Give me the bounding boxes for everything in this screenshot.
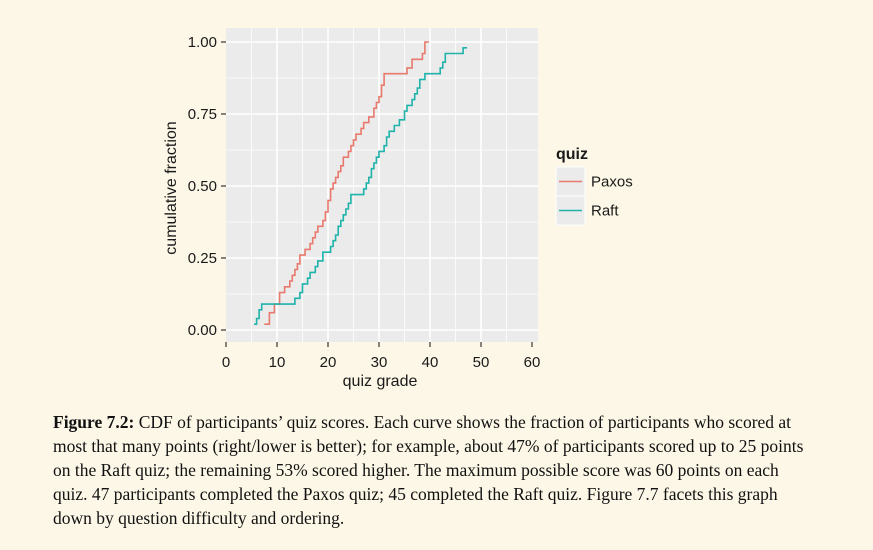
- legend: quiz Paxos Raft: [555, 146, 633, 226]
- y-tick-label: 0.75: [188, 106, 217, 123]
- x-tick-label: 40: [422, 354, 439, 371]
- y-tick-label: 0.00: [188, 322, 217, 339]
- gridlines: [226, 28, 538, 342]
- x-tick-label: 30: [371, 354, 388, 371]
- x-axis-title: quiz grade: [343, 373, 418, 390]
- caption-label: Figure 7.2:: [53, 412, 135, 432]
- x-tick-label: 50: [473, 354, 490, 371]
- x-tick-label: 20: [320, 354, 337, 371]
- series-line-raft: [254, 47, 468, 325]
- plot-panel: [226, 28, 538, 342]
- series-lines: [254, 41, 468, 325]
- x-tick-label: 0: [222, 354, 230, 371]
- y-tick-label: 0.50: [188, 178, 217, 195]
- x-tick-label: 10: [269, 354, 286, 371]
- y-tick-label: 0.25: [188, 250, 217, 267]
- y-axis-title: cumulative fraction: [163, 121, 180, 254]
- series-line-paxos: [264, 41, 429, 325]
- cdf-chart: 0.00 0.25 0.50 0.75 1.00 0 10 20 30 40 50 60 quiz g…: [163, 28, 633, 390]
- legend-title: quiz: [556, 146, 588, 163]
- figure-caption: Figure 7.2: CDF of participants’ quiz sc…: [53, 410, 813, 530]
- y-tick-label: 1.00: [188, 34, 217, 51]
- axes: 0.00 0.25 0.50 0.75 1.00 0 10 20 30 40 50 60: [188, 34, 541, 371]
- legend-label-paxos: Paxos: [591, 174, 633, 191]
- x-tick-label: 60: [524, 354, 541, 371]
- caption-text: CDF of participants’ quiz scores. Each c…: [53, 412, 804, 528]
- legend-label-raft: Raft: [591, 203, 619, 220]
